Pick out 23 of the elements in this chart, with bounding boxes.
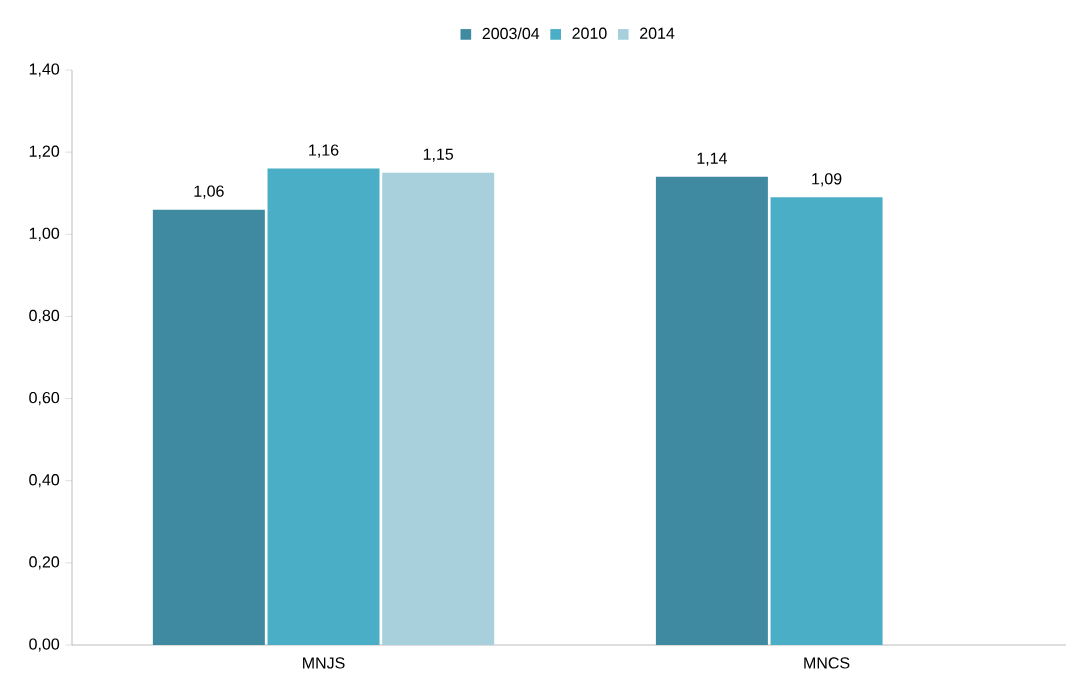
legend-label: 2010 [572,27,607,39]
x-tick-label: MNJS [303,657,345,669]
bar [382,172,495,645]
x-tick-label: MNCS [804,657,850,669]
legend-label: 2014 [640,27,675,39]
y-tick-label: 0,60 [29,391,60,406]
y-tick-label: 0,80 [29,309,60,324]
data-label: 1,09 [812,173,842,187]
data-label: 1,16 [309,144,339,158]
bar [152,209,265,645]
data-label: 1,06 [194,185,224,199]
y-tick-label: 1,40 [29,63,60,77]
data-label: 1,15 [423,148,454,162]
y-tick-label: 0,20 [29,556,60,570]
data-label: 1,14 [697,152,727,166]
y-tick-label: 0,00 [29,638,60,652]
y-tick-label: 1,20 [29,145,60,159]
bar [267,168,380,645]
y-tick-label: 1,00 [29,227,60,241]
legend-label: 2003/04 [482,27,540,40]
bar [770,197,883,645]
y-tick-label: 0,40 [29,474,60,488]
bar [655,176,768,645]
